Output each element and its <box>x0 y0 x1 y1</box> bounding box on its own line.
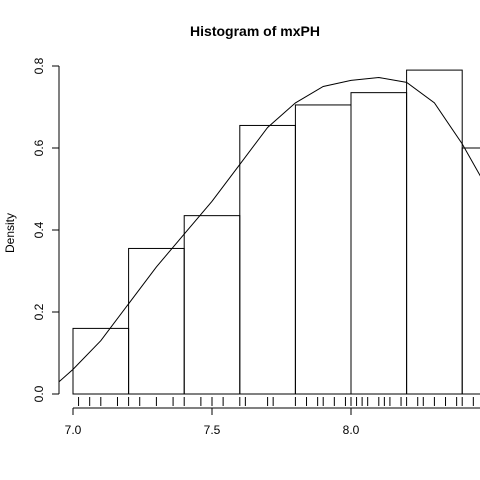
histogram-bars <box>72 69 480 395</box>
y-tick-label: 0.4 <box>32 221 46 238</box>
rug-plot <box>78 397 474 406</box>
density-curve <box>58 76 480 383</box>
histogram-bar <box>294 104 352 395</box>
chart-title: Histogram of mxPH <box>190 23 320 39</box>
x-axis: 7.07.58.08.59.09.5 <box>65 407 480 437</box>
histogram-bar <box>461 147 480 395</box>
y-tick-label: 0.2 <box>32 303 46 320</box>
x-tick-label: 7.5 <box>204 423 221 437</box>
y-axis: 0.0 0.2 0.4 0.6 0.8 <box>32 57 60 402</box>
y-tick-label: 0.0 <box>32 385 46 402</box>
histogram-bar <box>128 247 185 395</box>
y-tick-label: 0.6 <box>32 139 46 156</box>
y-tick-label: 0.8 <box>32 57 46 74</box>
histogram-bar <box>239 124 296 395</box>
x-tick-label: 7.0 <box>65 423 82 437</box>
y-axis-label: Density <box>3 213 17 253</box>
histogram-bar <box>183 215 241 395</box>
x-tick-label: 8.0 <box>343 423 360 437</box>
density-curve-layer <box>58 76 480 383</box>
histogram-bar <box>406 69 463 395</box>
histogram-bar <box>350 92 408 395</box>
